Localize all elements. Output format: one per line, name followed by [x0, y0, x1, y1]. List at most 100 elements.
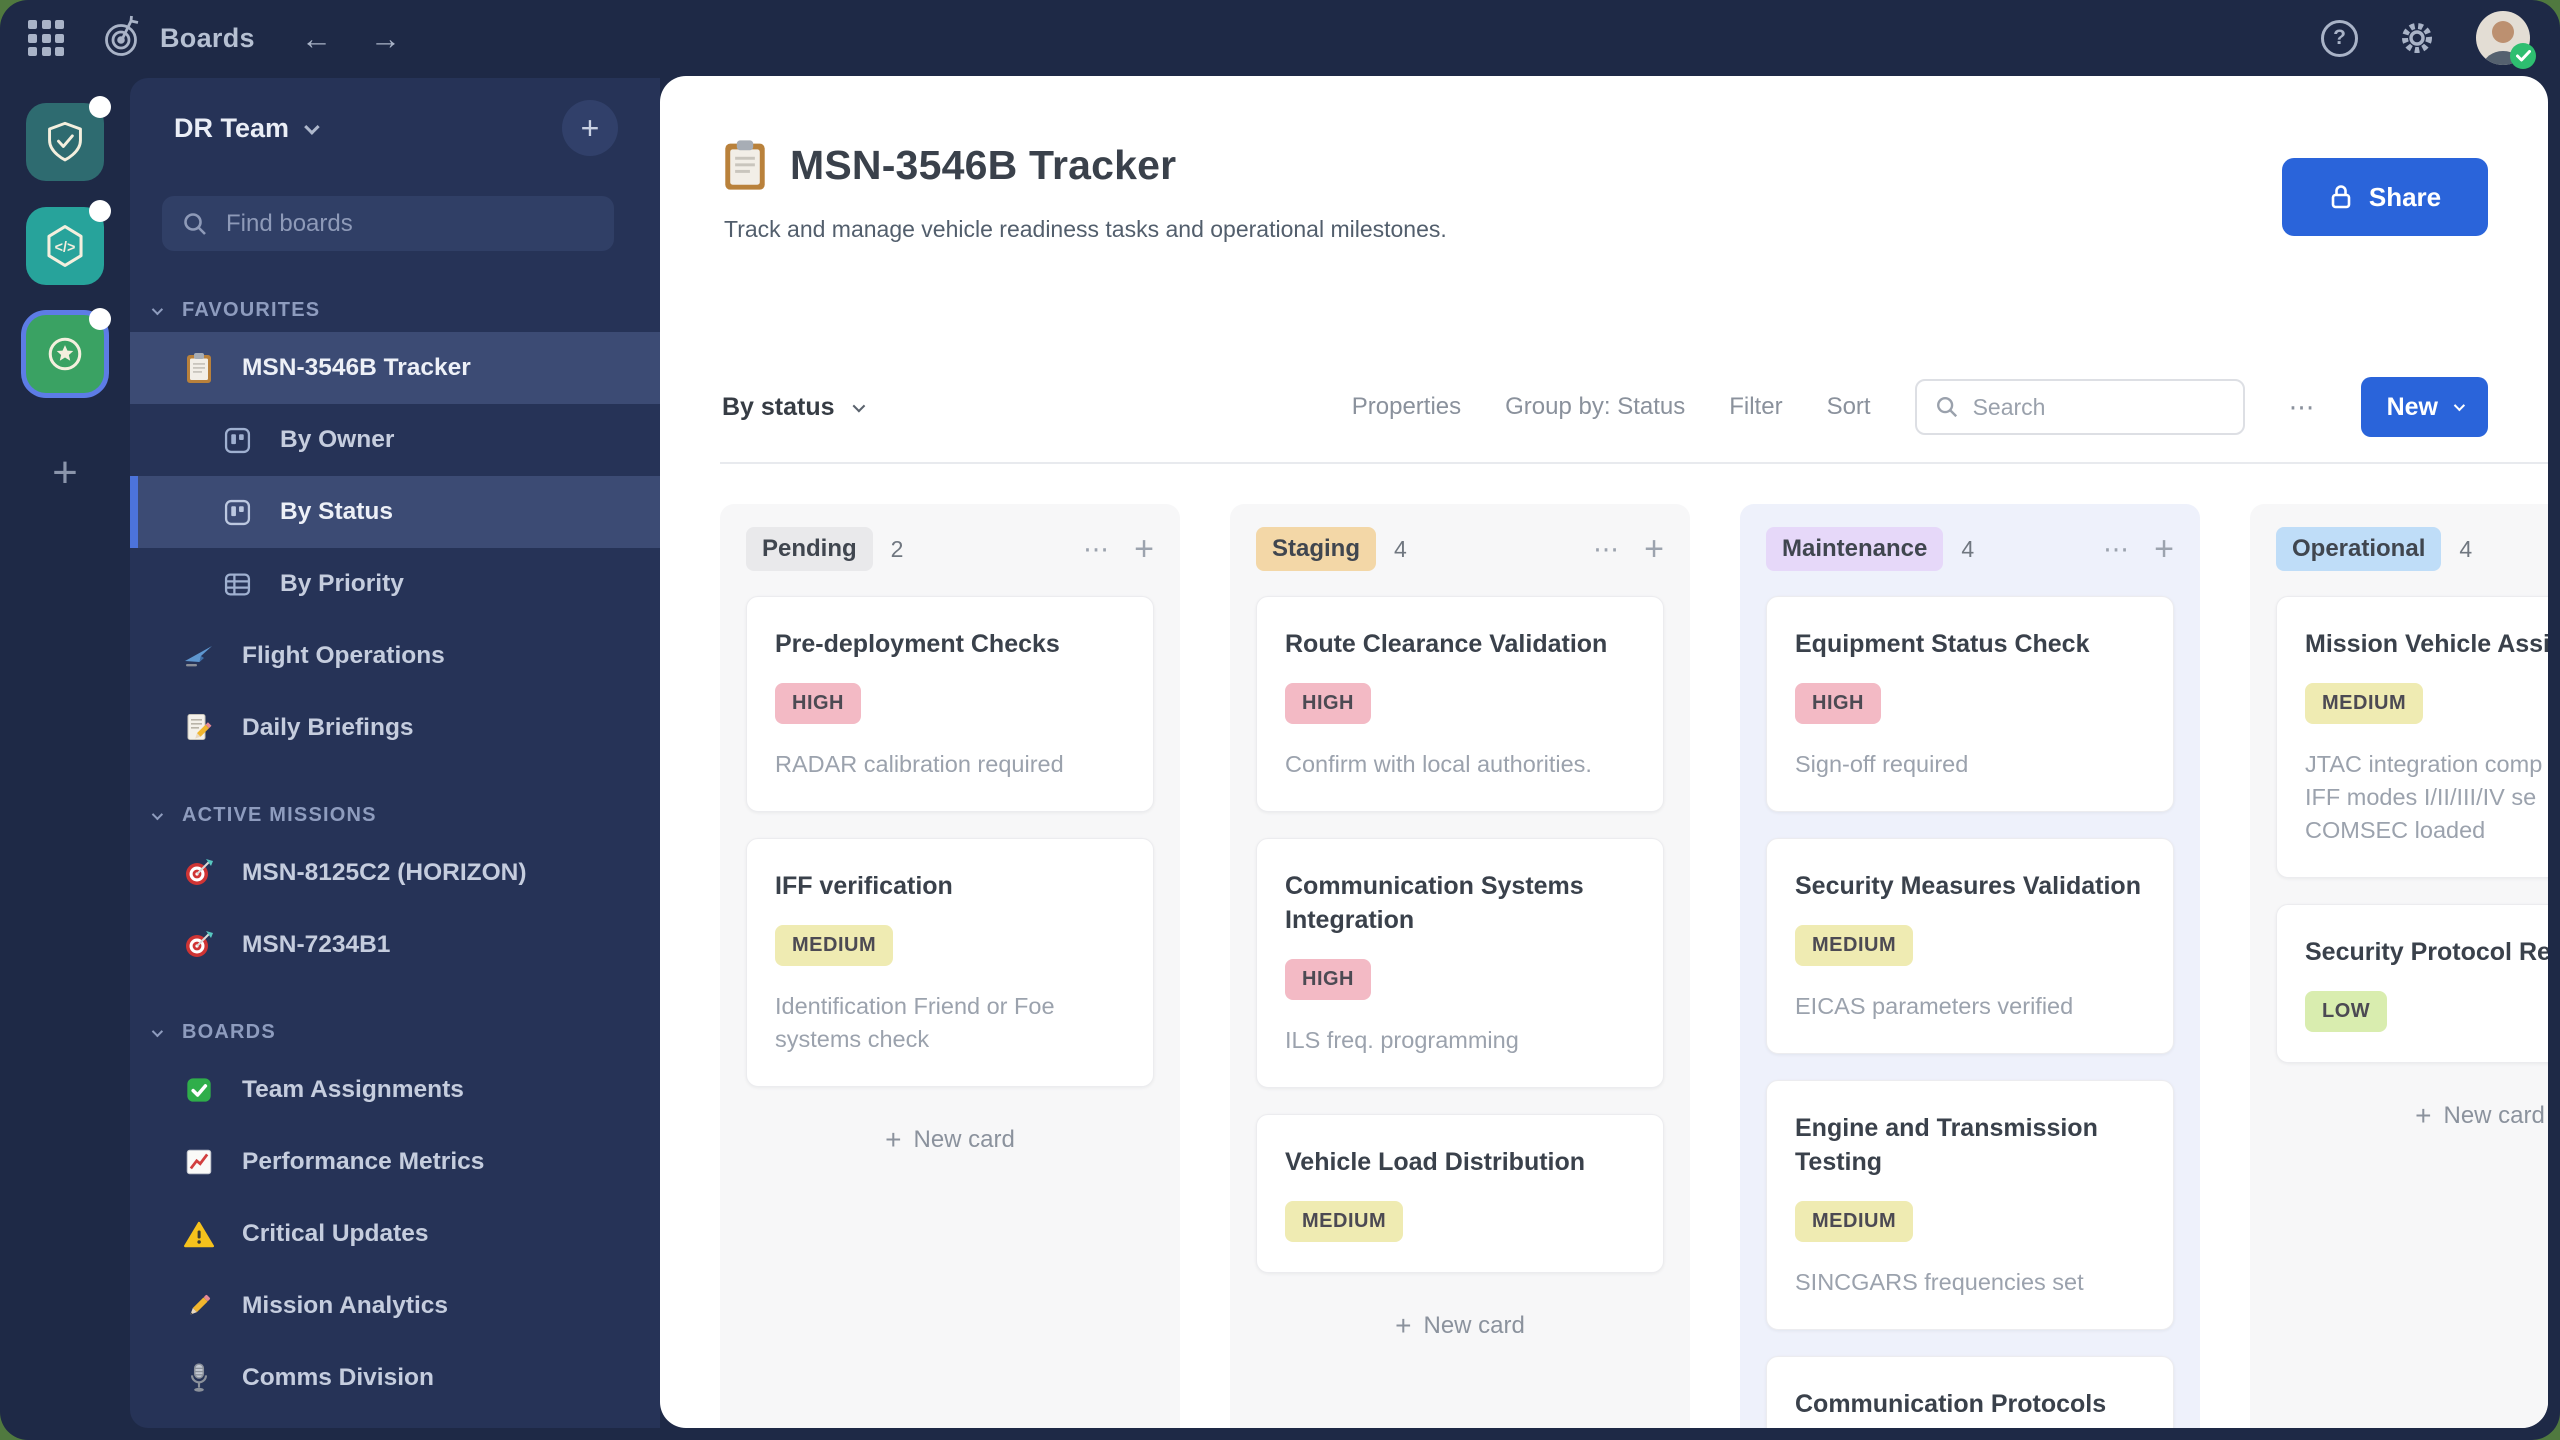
- star-app-icon-active[interactable]: [26, 308, 111, 393]
- card-security-protocol-review[interactable]: Security Protocol Rev LOW: [2276, 904, 2548, 1063]
- memo-icon: [182, 713, 216, 743]
- check-box-icon: [182, 1076, 216, 1104]
- priority-badge: MEDIUM: [775, 925, 894, 966]
- sidebar-item-label: By Status: [280, 498, 394, 525]
- chevron-down-icon: [151, 1025, 164, 1037]
- history-nav: ← →: [301, 23, 401, 54]
- column-name-chip[interactable]: Pending: [746, 527, 873, 571]
- card-pre-deployment-checks[interactable]: Pre-deployment Checks HIGH RADAR calibra…: [746, 596, 1154, 812]
- card-desc-line: COMSEC loaded: [2305, 817, 2486, 843]
- card-security-measures-validation[interactable]: Security Measures Validation MEDIUM EICA…: [1766, 838, 2174, 1054]
- forward-arrow-icon[interactable]: →: [369, 20, 401, 56]
- sidebar-item-label: MSN-3546B Tracker: [242, 354, 471, 381]
- find-boards-search[interactable]: [162, 196, 614, 251]
- priority-badge: HIGH: [1795, 683, 1881, 724]
- column-add-icon[interactable]: +: [1134, 530, 1154, 568]
- back-arrow-icon[interactable]: ←: [300, 20, 332, 56]
- clipboard-icon: [722, 138, 768, 192]
- sidebar-item-daily-briefings[interactable]: Daily Briefings: [130, 692, 660, 764]
- shield-app-icon[interactable]: [26, 96, 111, 181]
- sidebar-item-label: Comms Division: [242, 1364, 434, 1391]
- main-content: MSN-3546B Tracker Track and manage vehic…: [660, 76, 2548, 1428]
- find-boards-input[interactable]: [226, 209, 594, 238]
- column-pending: Pending 2 ⋯ + Pre-deployment Checks HIGH…: [720, 504, 1180, 1428]
- column-add-icon[interactable]: +: [2154, 530, 2174, 568]
- active-missions-section-header[interactable]: ACTIVE MISSIONS: [151, 804, 660, 827]
- table-view-icon: [220, 571, 254, 598]
- card-vehicle-load-distribution[interactable]: Vehicle Load Distribution MEDIUM: [1256, 1114, 1664, 1273]
- favourites-section-header[interactable]: FAVOURITES: [151, 299, 660, 322]
- chevron-down-icon: [304, 118, 320, 135]
- sidebar-item-label: MSN-8125C2 (HORIZON): [242, 859, 527, 886]
- code-app-icon[interactable]: </>: [26, 200, 111, 285]
- column-more-icon[interactable]: ⋯: [1083, 533, 1111, 564]
- sidebar-item-critical-updates[interactable]: Critical Updates: [130, 1198, 660, 1270]
- properties-button[interactable]: Properties: [1351, 393, 1462, 420]
- sidebar-item-msn-7234b1[interactable]: MSN-7234B1: [130, 909, 660, 981]
- new-card-button[interactable]: + New card: [1395, 1310, 1525, 1341]
- toolbar: By status Properties Group by: Status Fi…: [722, 376, 2488, 438]
- toolbar-actions: Properties Group by: Status Filter Sort …: [1352, 377, 2488, 437]
- plus-icon: +: [1395, 1310, 1412, 1341]
- sidebar-item-msn-8125c2[interactable]: MSN-8125C2 (HORIZON): [130, 837, 660, 909]
- sidebar-item-msn-3546b-tracker[interactable]: MSN-3546B Tracker: [130, 332, 660, 404]
- filter-button[interactable]: Filter: [1729, 393, 1783, 420]
- card-iff-verification[interactable]: IFF verification MEDIUM Identification F…: [746, 838, 1154, 1087]
- user-avatar[interactable]: [2476, 11, 2536, 69]
- page-subtitle: Track and manage vehicle readiness tasks…: [724, 216, 1447, 242]
- lock-icon: [2329, 183, 2353, 211]
- card-communication-systems-integration[interactable]: Communication Systems Integration HIGH I…: [1256, 838, 1664, 1088]
- view-selector[interactable]: By status: [722, 393, 865, 422]
- group-by-button[interactable]: Group by: Status: [1505, 393, 1686, 420]
- board-search[interactable]: [1914, 379, 2245, 435]
- new-card-button[interactable]: + New card: [885, 1124, 1015, 1155]
- sort-button[interactable]: Sort: [1826, 393, 1871, 420]
- team-name: DR Team: [174, 112, 290, 143]
- sidebar-view-by-owner[interactable]: By Owner: [130, 404, 660, 476]
- dart-target-icon: [182, 930, 216, 960]
- new-card-button[interactable]: + New card: [2415, 1100, 2545, 1131]
- more-options-icon[interactable]: ⋯: [2288, 391, 2317, 422]
- column-maintenance: Maintenance 4 ⋯ + Equipment Status Check…: [1740, 504, 2200, 1428]
- column-name-chip[interactable]: Staging: [1256, 527, 1376, 571]
- board-search-input[interactable]: [1972, 393, 2225, 421]
- column-more-icon[interactable]: ⋯: [2103, 533, 2131, 564]
- sidebar-item-label: By Priority: [280, 570, 404, 597]
- team-switcher[interactable]: DR Team +: [174, 100, 618, 156]
- priority-badge: LOW: [2305, 991, 2388, 1032]
- column-name-chip[interactable]: Maintenance: [1766, 527, 1944, 571]
- column-more-icon[interactable]: ⋯: [1593, 533, 1621, 564]
- app-grid-icon[interactable]: [28, 20, 64, 56]
- column-add-icon[interactable]: +: [1644, 530, 1664, 568]
- chevron-down-icon: [852, 399, 865, 412]
- priority-badge: MEDIUM: [2305, 683, 2424, 724]
- boards-section-header[interactable]: BOARDS: [151, 1021, 660, 1044]
- card-communication-protocols[interactable]: Communication Protocols LOW: [1766, 1356, 2174, 1428]
- priority-badge: MEDIUM: [1795, 1201, 1914, 1242]
- sidebar-view-by-priority[interactable]: By Priority: [130, 548, 660, 620]
- settings-gear-icon[interactable]: [2396, 17, 2438, 59]
- card-mission-vehicle-assignment[interactable]: Mission Vehicle Assig MEDIUM JTAC integr…: [2276, 596, 2548, 878]
- new-button[interactable]: New: [2360, 377, 2488, 437]
- add-board-button[interactable]: +: [562, 100, 618, 156]
- sidebar-item-flight-operations[interactable]: Flight Operations: [130, 620, 660, 692]
- sidebar-item-team-assignments[interactable]: Team Assignments: [130, 1054, 660, 1126]
- sidebar-item-performance-metrics[interactable]: Performance Metrics: [130, 1126, 660, 1198]
- column-operational: Operational 4 ⋯ + Mission Vehicle Assig …: [2250, 504, 2548, 1428]
- card-engine-and-transmission-testing[interactable]: Engine and Transmission Testing MEDIUM S…: [1766, 1080, 2174, 1330]
- share-button[interactable]: Share: [2282, 158, 2488, 236]
- card-equipment-status-check[interactable]: Equipment Status Check HIGH Sign-off req…: [1766, 596, 2174, 812]
- sidebar-item-comms-division[interactable]: Comms Division: [130, 1342, 660, 1414]
- sidebar-view-by-status[interactable]: By Status: [130, 476, 660, 548]
- warning-icon: [182, 1221, 216, 1248]
- column-header: Operational 4 ⋯ +: [2276, 524, 2548, 574]
- toolbar-divider: [720, 462, 2548, 464]
- app-rail: </> +: [0, 76, 130, 1440]
- card-route-clearance-validation[interactable]: Route Clearance Validation HIGH Confirm …: [1256, 596, 1664, 812]
- column-name-chip[interactable]: Operational: [2276, 527, 2442, 571]
- sidebar-item-mission-analytics[interactable]: Mission Analytics: [130, 1270, 660, 1342]
- add-app-button[interactable]: +: [52, 448, 78, 497]
- help-icon[interactable]: ?: [2321, 19, 2358, 57]
- status-check-badge-icon: [2510, 43, 2536, 69]
